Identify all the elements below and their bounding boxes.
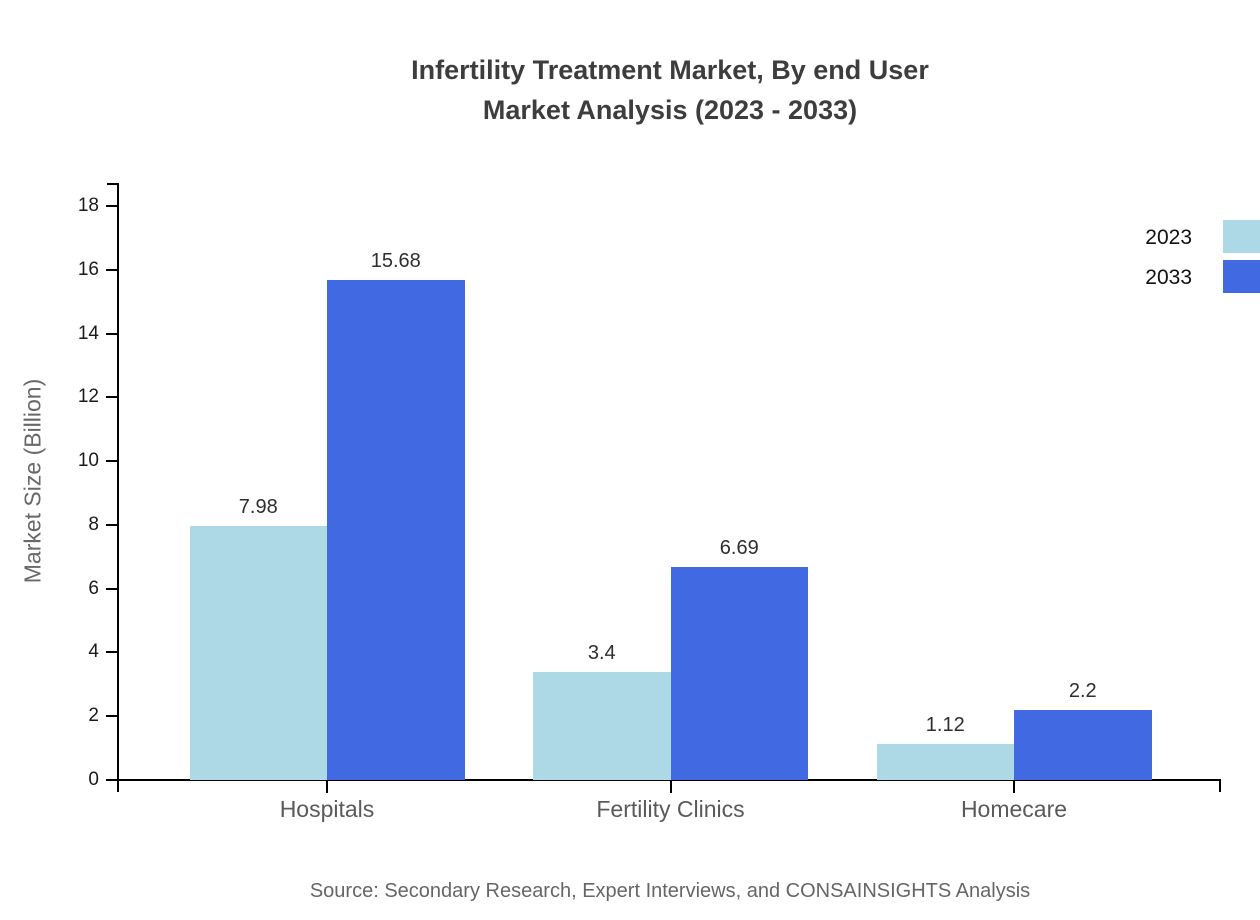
y-tick-mark (106, 523, 117, 526)
y-axis-label: Market Size (Billion) (19, 378, 46, 584)
y-axis-top-cap (107, 183, 118, 185)
x-category-label: Hospitals (279, 796, 375, 822)
legend-label-2023: 2023 (1145, 226, 1192, 249)
bar-2033-hospitals (327, 279, 465, 780)
y-tick-label: 14 (77, 322, 99, 344)
x-axis-spine (117, 779, 1221, 781)
y-tick-mark (106, 651, 117, 654)
bar-2023-homecare (876, 744, 1014, 780)
bar-2023-hospitals (189, 525, 327, 780)
bar-2033-fertility-clinics (670, 566, 808, 780)
x-tick-mark (1013, 781, 1015, 793)
bar-value-label: 15.68 (370, 249, 421, 272)
x-tick-mark (669, 781, 672, 793)
x-category-label: Homecare (960, 796, 1068, 822)
y-tick-label: 4 (88, 641, 99, 663)
legend-swatch-2033 (1223, 260, 1260, 293)
bar-value-label: 7.98 (238, 495, 278, 518)
bar-value-label: 6.69 (719, 536, 759, 559)
y-tick-label: 2 (88, 705, 99, 727)
y-tick-label: 16 (77, 258, 99, 280)
y-tick-label: 0 (88, 769, 99, 790)
bar-2033-homecare (1014, 709, 1152, 780)
y-tick-mark (106, 332, 117, 335)
chart-title: Infertility Treatment Market, By end Use… (80, 50, 1260, 130)
y-tick-label: 18 (77, 195, 99, 216)
bar-value-label: 3.4 (587, 641, 616, 664)
x-tick-mark (326, 781, 328, 793)
y-tick-mark (106, 779, 117, 781)
legend-swatch-2023 (1223, 220, 1260, 253)
y-tick-label: 8 (88, 513, 99, 535)
y-tick-mark (106, 460, 117, 463)
y-tick-mark (106, 587, 117, 590)
bar-value-label: 1.12 (925, 714, 965, 737)
y-tick-mark (106, 715, 117, 718)
y-tick-label: 12 (77, 386, 99, 408)
source-note: Source: Secondary Research, Expert Inter… (309, 880, 1031, 902)
bar-value-label: 2.2 (1068, 679, 1097, 702)
y-axis-spine (117, 183, 119, 792)
y-tick-label: 10 (77, 450, 99, 472)
bar-2023-fertility-clinics (533, 671, 671, 780)
y-tick-label: 6 (88, 577, 99, 599)
x-category-label: Fertility Clinics (596, 796, 745, 822)
y-tick-mark (106, 396, 117, 399)
legend-label-2033: 2033 (1145, 266, 1192, 289)
chart-title-line1: Infertility Treatment Market, By end Use… (411, 55, 929, 85)
y-tick-mark (106, 268, 117, 271)
y-tick-mark (106, 205, 117, 207)
chart-title-line2: Market Analysis (2023 - 2033) (482, 95, 858, 125)
x-axis-right-cap (1219, 779, 1221, 792)
